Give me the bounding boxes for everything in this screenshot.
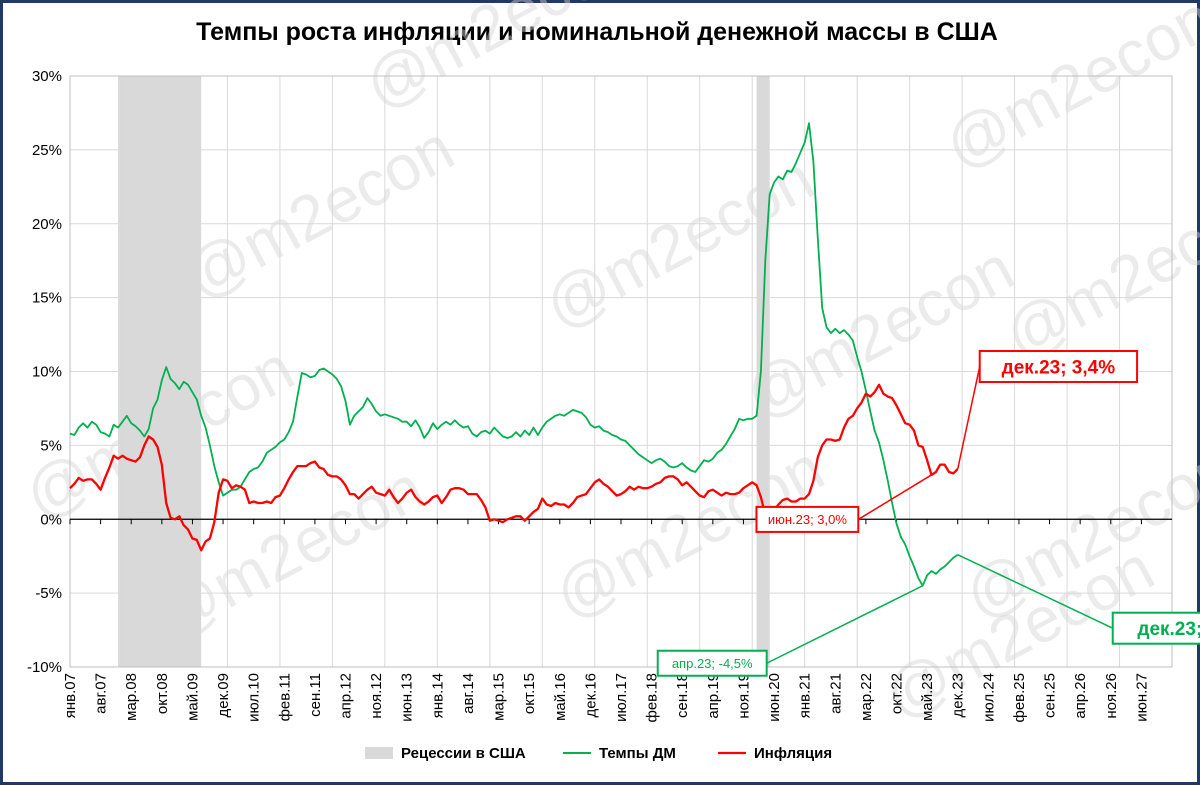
x-tick-label: сен.11: [307, 673, 324, 717]
x-tick-label: июл.17: [613, 673, 630, 722]
x-tick-label: фев.18: [644, 673, 661, 723]
y-tick-label: 30%: [32, 68, 62, 85]
y-tick-label: 20%: [32, 216, 62, 233]
watermark-text: @m2econ: [933, 0, 1200, 182]
annotation-leader: [766, 585, 924, 664]
watermark-text: @m2econ: [993, 171, 1200, 372]
x-tick-label: янв.07: [62, 673, 79, 718]
x-tick-label: апр.19: [705, 673, 722, 719]
x-tick-label: фев.25: [1011, 673, 1028, 723]
x-tick-label: авг.14: [460, 673, 477, 714]
x-tick-label: ноя.26: [1103, 673, 1120, 719]
y-tick-label: -5%: [35, 585, 62, 602]
x-tick-label: сен.25: [1042, 673, 1059, 718]
x-tick-label: окт.08: [154, 673, 171, 714]
series-line: [69, 383, 959, 552]
x-tick-label: мар.22: [858, 673, 875, 721]
x-tick-label: окт.15: [521, 673, 538, 714]
y-tick-label: 0%: [40, 511, 62, 528]
x-tick-label: май.23: [919, 673, 936, 721]
x-tick-label: июн.13: [399, 673, 416, 722]
x-tick-label: окт.22: [889, 673, 906, 714]
legend-label: Инфляция: [754, 745, 832, 762]
x-tick-label: фев.11: [276, 673, 293, 721]
x-tick-label: июн.20: [766, 673, 783, 722]
x-tick-label: май.16: [552, 673, 569, 721]
x-tick-label: апр.26: [1072, 673, 1089, 719]
watermark-text: @m2econ: [733, 231, 1025, 432]
x-tick-label: июл.10: [246, 673, 263, 722]
annotation-label: апр.23; -4,5%: [672, 656, 753, 671]
annotation-box: [755, 505, 860, 533]
x-tick-label: ноя.19: [735, 673, 752, 719]
x-tick-label: сен.18: [674, 673, 691, 718]
x-axis-tick-labels: янв.07 авг.07 мар.08 окт.08 май.09 дек.09 июл.…: [62, 519, 1150, 723]
y-tick-label: 10%: [32, 364, 62, 381]
annotation-box: [978, 350, 1139, 384]
y-tick-label: -10%: [27, 659, 62, 676]
x-tick-label: янв.21: [797, 673, 814, 718]
x-tick-label: июн.27: [1133, 673, 1150, 722]
x-tick-label: ноя.12: [368, 673, 385, 719]
plot-area-border: [69, 75, 1173, 668]
x-tick-label: мар.15: [491, 673, 508, 721]
watermark-text: @m2econ: [173, 111, 465, 312]
legend: Рецессии в США Темпы ДМ Инфляция: [365, 745, 832, 762]
x-tick-label: авг.21: [827, 673, 844, 714]
x-tick-label: дек.23: [950, 673, 967, 718]
x-tick-label: май.09: [184, 673, 201, 721]
legend-label: Темпы ДМ: [599, 745, 676, 762]
annotation-box: [656, 649, 768, 677]
annotation-leader: [956, 366, 981, 470]
annotation-leader: [857, 474, 932, 521]
chart-title: Темпы роста инфляции и номинальной денеж…: [196, 18, 998, 46]
annotation-box: [1111, 611, 1200, 645]
y-tick-label: 5%: [40, 437, 62, 454]
annotation-label: дек.23; -2,4%: [1137, 619, 1200, 640]
legend-swatch-recession: [365, 747, 393, 759]
y-axis-tick-labels: 30% 25% 20% 15% 10% 5% 0% -5% -10%: [27, 68, 62, 676]
watermark-text: @m2econ: [353, 0, 645, 122]
watermark-text: @m2econ: [533, 141, 825, 342]
y-tick-label: 15%: [32, 290, 62, 307]
series-line: [69, 122, 959, 587]
annotations: дек.23; 3,4% июн.23; 3,0% дек.23; -2,4% апр…: [656, 350, 1200, 677]
annotation-label: июн.23; 3,0%: [768, 512, 848, 527]
x-tick-label: дек.16: [582, 673, 599, 718]
x-tick-label: дек.09: [215, 673, 232, 718]
x-tick-label: июл.24: [980, 673, 997, 722]
x-tick-label: авг.07: [93, 673, 110, 714]
annotation-leader: [957, 554, 1114, 629]
x-tick-label: янв.14: [429, 673, 446, 718]
y-tick-label: 25%: [32, 142, 62, 159]
x-tick-label: мар.08: [123, 673, 140, 721]
legend-label: Рецессии в США: [401, 745, 526, 762]
series-lines: [69, 122, 959, 587]
x-tick-label: апр.12: [338, 673, 355, 719]
annotation-label: дек.23; 3,4%: [1002, 357, 1116, 378]
